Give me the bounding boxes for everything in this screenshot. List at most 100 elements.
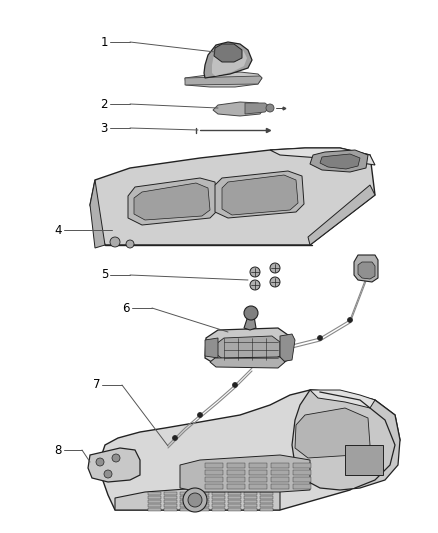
Polygon shape: [128, 178, 218, 225]
Bar: [148, 508, 161, 511]
Polygon shape: [320, 154, 360, 169]
Polygon shape: [115, 488, 280, 510]
Circle shape: [96, 458, 104, 466]
Text: 6: 6: [123, 302, 130, 314]
Bar: [205, 484, 223, 489]
Circle shape: [233, 383, 237, 387]
Circle shape: [188, 493, 202, 507]
Circle shape: [270, 277, 280, 287]
Bar: [228, 496, 241, 499]
Bar: [212, 496, 225, 499]
Bar: [249, 477, 267, 482]
Text: 5: 5: [101, 269, 108, 281]
Bar: [164, 492, 177, 495]
Polygon shape: [90, 148, 375, 245]
Bar: [180, 508, 193, 511]
Bar: [271, 470, 289, 475]
Bar: [228, 504, 241, 507]
Circle shape: [270, 263, 280, 273]
Bar: [227, 477, 245, 482]
Bar: [148, 500, 161, 503]
Bar: [244, 504, 257, 507]
Bar: [148, 492, 161, 495]
Polygon shape: [245, 103, 270, 114]
Bar: [244, 508, 257, 511]
Bar: [212, 508, 225, 511]
Bar: [260, 508, 273, 511]
Bar: [196, 504, 209, 507]
Bar: [260, 504, 273, 507]
Bar: [164, 508, 177, 511]
Bar: [180, 492, 193, 495]
Circle shape: [244, 306, 258, 320]
Bar: [212, 492, 225, 495]
Polygon shape: [270, 148, 375, 165]
Circle shape: [110, 237, 120, 247]
Polygon shape: [180, 455, 310, 492]
Polygon shape: [310, 150, 368, 172]
Text: 2: 2: [100, 98, 108, 110]
Circle shape: [173, 435, 177, 440]
Polygon shape: [216, 336, 280, 360]
Text: 3: 3: [101, 122, 108, 134]
Bar: [293, 477, 311, 482]
Bar: [164, 500, 177, 503]
Bar: [164, 496, 177, 499]
Polygon shape: [134, 183, 210, 220]
Polygon shape: [358, 262, 375, 279]
Polygon shape: [90, 180, 105, 248]
Circle shape: [104, 470, 112, 478]
Bar: [196, 496, 209, 499]
Polygon shape: [280, 334, 295, 362]
Bar: [244, 492, 257, 495]
Polygon shape: [215, 171, 304, 218]
Bar: [196, 500, 209, 503]
Bar: [212, 504, 225, 507]
Bar: [227, 463, 245, 468]
Bar: [228, 508, 241, 511]
Bar: [293, 463, 311, 468]
Bar: [196, 508, 209, 511]
Polygon shape: [100, 390, 400, 510]
Text: 4: 4: [54, 223, 62, 237]
Bar: [293, 484, 311, 489]
Polygon shape: [205, 328, 288, 365]
Bar: [271, 477, 289, 482]
Text: 8: 8: [55, 443, 62, 456]
Bar: [228, 500, 241, 503]
Bar: [260, 492, 273, 495]
Bar: [260, 496, 273, 499]
Text: 7: 7: [92, 378, 100, 392]
Polygon shape: [354, 255, 378, 282]
Bar: [148, 504, 161, 507]
Polygon shape: [295, 408, 370, 458]
Polygon shape: [310, 390, 375, 408]
Polygon shape: [292, 390, 400, 490]
Bar: [249, 470, 267, 475]
Circle shape: [250, 267, 260, 277]
Text: 1: 1: [100, 36, 108, 49]
Bar: [228, 492, 241, 495]
Bar: [271, 484, 289, 489]
Circle shape: [183, 488, 207, 512]
Circle shape: [266, 104, 274, 112]
Bar: [260, 500, 273, 503]
Circle shape: [112, 454, 120, 462]
Polygon shape: [205, 338, 218, 358]
Polygon shape: [185, 76, 262, 85]
Bar: [249, 484, 267, 489]
Polygon shape: [213, 102, 265, 116]
Circle shape: [126, 240, 134, 248]
Bar: [212, 500, 225, 503]
Circle shape: [198, 413, 202, 417]
Bar: [180, 504, 193, 507]
Polygon shape: [308, 185, 375, 245]
Bar: [227, 484, 245, 489]
Polygon shape: [204, 42, 252, 78]
Bar: [148, 496, 161, 499]
Circle shape: [347, 318, 353, 322]
Circle shape: [318, 335, 322, 341]
Bar: [244, 500, 257, 503]
Bar: [293, 470, 311, 475]
Bar: [271, 463, 289, 468]
